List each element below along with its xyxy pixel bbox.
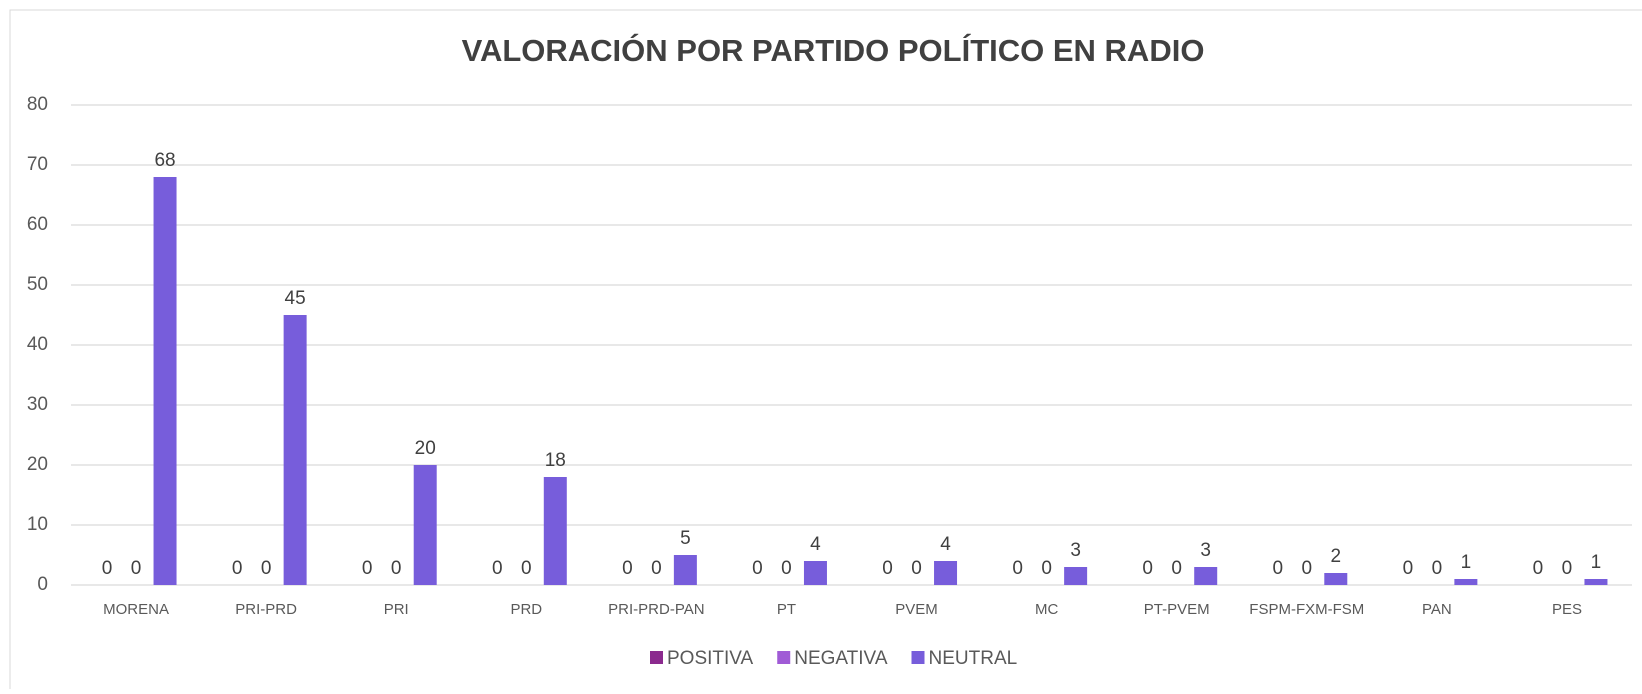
bar	[413, 465, 437, 585]
data-label: 0	[232, 558, 243, 579]
x-tick-label: PT-PVEM	[1144, 601, 1210, 618]
x-tick-label: PRI-PRD	[235, 601, 297, 618]
data-label: 0	[1302, 558, 1313, 579]
bar	[1584, 579, 1608, 585]
data-label: 45	[285, 288, 306, 309]
bar	[543, 477, 567, 585]
x-tick-label: MC	[1035, 601, 1058, 618]
data-label: 0	[1432, 558, 1443, 579]
x-tick-label: FSPM-FXM-FSM	[1249, 601, 1364, 618]
y-tick-label: 20	[27, 454, 48, 475]
data-label: 0	[362, 558, 373, 579]
chart-title: VALORACIÓN POR PARTIDO POLÍTICO EN RADIO	[462, 32, 1205, 68]
data-label: 4	[810, 534, 821, 555]
x-tick-label: PRI	[384, 601, 409, 618]
y-tick-label: 10	[27, 514, 48, 535]
legend-swatch	[777, 651, 791, 664]
bar	[283, 315, 307, 585]
data-label: 1	[1591, 552, 1602, 573]
data-label: 18	[545, 450, 566, 471]
y-tick-label: 30	[27, 394, 48, 415]
bar	[673, 555, 697, 585]
legend-label: NEGATIVA	[794, 648, 888, 669]
data-label: 68	[154, 150, 175, 171]
legend-label: NEUTRAL	[929, 648, 1018, 669]
data-label: 1	[1461, 552, 1472, 573]
y-tick-label: 50	[27, 274, 48, 295]
data-label: 2	[1331, 546, 1342, 567]
legend-swatch	[911, 651, 925, 664]
data-label: 0	[261, 558, 272, 579]
x-tick-label: MORENA	[103, 601, 169, 618]
data-label: 0	[102, 558, 113, 579]
data-label: 0	[521, 558, 532, 579]
y-tick-label: 0	[37, 574, 48, 595]
data-label: 0	[911, 558, 922, 579]
bar	[1194, 567, 1218, 585]
data-label: 0	[1142, 558, 1153, 579]
data-label: 0	[882, 558, 893, 579]
data-label: 4	[940, 534, 951, 555]
x-tick-label: PVEM	[895, 601, 938, 618]
y-tick-label: 60	[27, 214, 48, 235]
x-tick-label: PES	[1552, 601, 1582, 618]
data-label: 0	[1171, 558, 1182, 579]
data-label: 0	[1012, 558, 1023, 579]
x-tick-label: PAN	[1422, 601, 1452, 618]
data-label: 0	[752, 558, 763, 579]
y-tick-label: 80	[27, 94, 48, 115]
bar	[1324, 573, 1348, 585]
data-label: 0	[1041, 558, 1052, 579]
x-tick-label: PRI-PRD-PAN	[608, 601, 704, 618]
data-label: 0	[1562, 558, 1573, 579]
data-label: 0	[781, 558, 792, 579]
legend-label: POSITIVA	[667, 648, 754, 669]
data-label: 0	[1273, 558, 1284, 579]
y-tick-label: 40	[27, 334, 48, 355]
data-label: 5	[680, 528, 691, 549]
data-label: 0	[391, 558, 402, 579]
bar	[1454, 579, 1478, 585]
bar	[1064, 567, 1088, 585]
data-label: 20	[415, 438, 436, 459]
x-tick-label: PRD	[510, 601, 542, 618]
data-label: 0	[651, 558, 662, 579]
data-label: 3	[1070, 540, 1081, 561]
data-label: 0	[1533, 558, 1544, 579]
data-label: 0	[492, 558, 503, 579]
chart-border	[9, 9, 1642, 694]
bar	[153, 177, 177, 585]
legend-swatch	[650, 651, 663, 664]
data-label: 0	[131, 558, 142, 579]
data-label: 3	[1200, 540, 1211, 561]
x-tick-label: PT	[777, 601, 796, 618]
bar	[803, 561, 827, 585]
data-label: 0	[622, 558, 633, 579]
data-label: 0	[1403, 558, 1414, 579]
y-tick-label: 70	[27, 154, 48, 175]
bar	[934, 561, 958, 585]
